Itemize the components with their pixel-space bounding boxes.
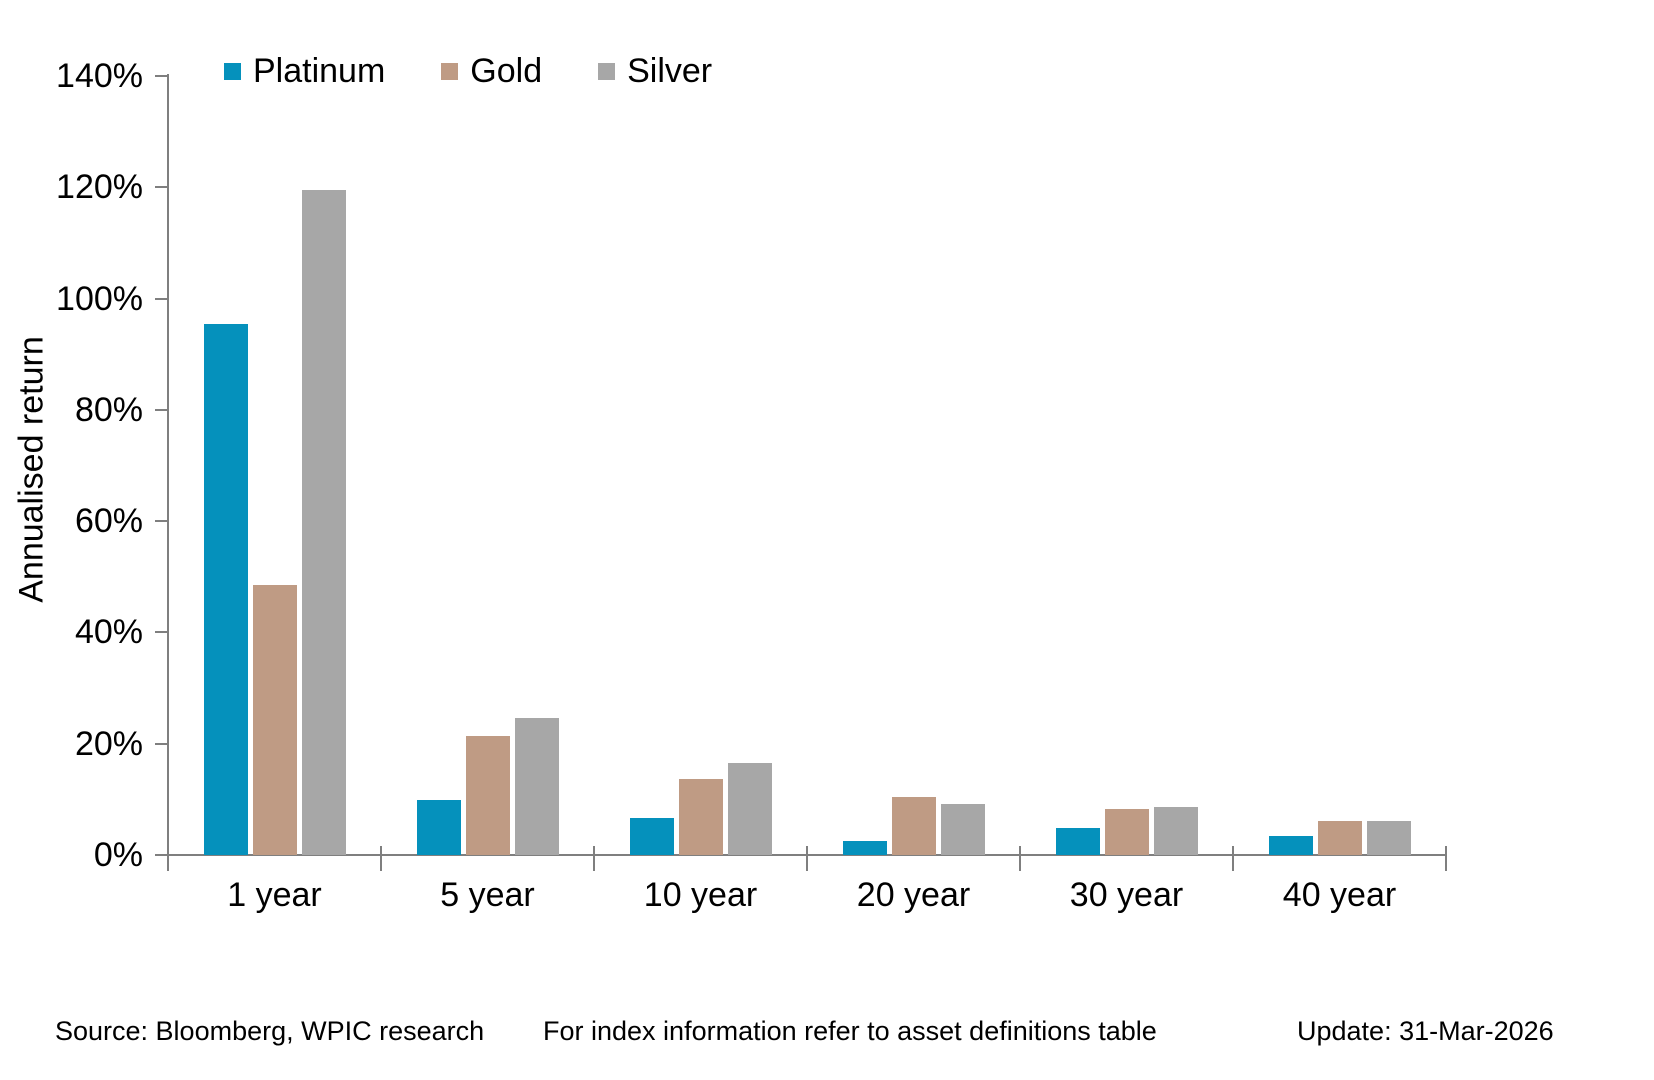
- bar-platinum-20-year: [842, 840, 887, 855]
- bar-gold-20-year: [891, 797, 936, 855]
- footer-note: For index information refer to asset def…: [543, 1016, 1157, 1046]
- x-axis-tick: [1019, 846, 1021, 871]
- y-axis-tick: [155, 75, 167, 77]
- x-axis-category-label: 5 year: [440, 876, 535, 914]
- x-axis-tick: [1445, 846, 1447, 871]
- y-axis-tick: [155, 854, 167, 856]
- y-axis-tick-label: 80%: [74, 390, 143, 429]
- bar-platinum-40-year: [1268, 835, 1313, 855]
- bar-platinum-5-year: [416, 799, 461, 855]
- y-axis-tick-label: 120%: [56, 168, 143, 207]
- x-axis-tick: [380, 846, 382, 871]
- x-axis-tick: [1232, 846, 1234, 871]
- legend-item-gold: Gold: [441, 52, 542, 91]
- legend-item-silver: Silver: [598, 52, 712, 91]
- bar-gold-10-year: [678, 778, 723, 855]
- bar-gold-1-year: [252, 585, 297, 855]
- bar-silver-5-year: [514, 718, 559, 855]
- bar-gold-40-year: [1317, 821, 1362, 855]
- bar-silver-20-year: [940, 803, 985, 855]
- bar-platinum-1-year: [203, 323, 248, 855]
- x-axis-tick: [167, 846, 169, 871]
- x-axis-category-label: 1 year: [227, 876, 322, 914]
- x-axis-category-label: 40 year: [1282, 876, 1397, 914]
- y-axis-tick: [155, 297, 167, 300]
- y-axis-title: Annualised return: [12, 336, 51, 603]
- x-axis-category-label: 20 year: [856, 876, 971, 914]
- legend-swatch-gold: [441, 63, 459, 80]
- bar-platinum-10-year: [629, 817, 674, 855]
- footer-update: Update: 31-Mar-2026: [1297, 1016, 1554, 1046]
- legend: Platinum Gold Silver: [224, 52, 712, 91]
- bar-gold-30-year: [1104, 809, 1149, 855]
- legend-swatch-silver: [598, 63, 616, 80]
- x-axis-tick: [806, 846, 808, 871]
- bar-gold-5-year: [465, 735, 510, 855]
- y-axis-tick-label: 100%: [56, 279, 143, 318]
- legend-item-platinum: Platinum: [224, 52, 385, 91]
- y-axis-tick-label: 140%: [56, 57, 143, 95]
- y-axis-tick: [155, 186, 167, 189]
- y-axis-tick: [155, 742, 167, 745]
- legend-swatch-platinum: [224, 63, 241, 80]
- y-axis-tick-label: 20%: [74, 724, 143, 763]
- bar-silver-40-year: [1366, 821, 1411, 855]
- legend-label-gold: Gold: [470, 52, 543, 90]
- bar-platinum-30-year: [1055, 828, 1100, 855]
- y-axis-line: [167, 74, 169, 856]
- bar-silver-30-year: [1153, 807, 1198, 855]
- bar-silver-10-year: [727, 762, 772, 855]
- y-axis-tick-label: 40%: [74, 613, 143, 652]
- y-axis-tick: [155, 520, 167, 523]
- x-axis-tick: [593, 846, 595, 871]
- y-axis-tick-label: 0%: [93, 836, 143, 874]
- legend-label-platinum: Platinum: [253, 52, 386, 90]
- x-axis-category-label: 10 year: [643, 876, 758, 914]
- y-axis-tick: [155, 631, 167, 634]
- x-axis-category-label: 30 year: [1069, 876, 1184, 914]
- legend-label-silver: Silver: [627, 52, 713, 90]
- y-axis-tick-label: 60%: [74, 502, 143, 541]
- bar-silver-1-year: [301, 190, 346, 855]
- y-axis-tick: [155, 408, 167, 411]
- footer-source: Source: Bloomberg, WPIC research: [55, 1016, 485, 1046]
